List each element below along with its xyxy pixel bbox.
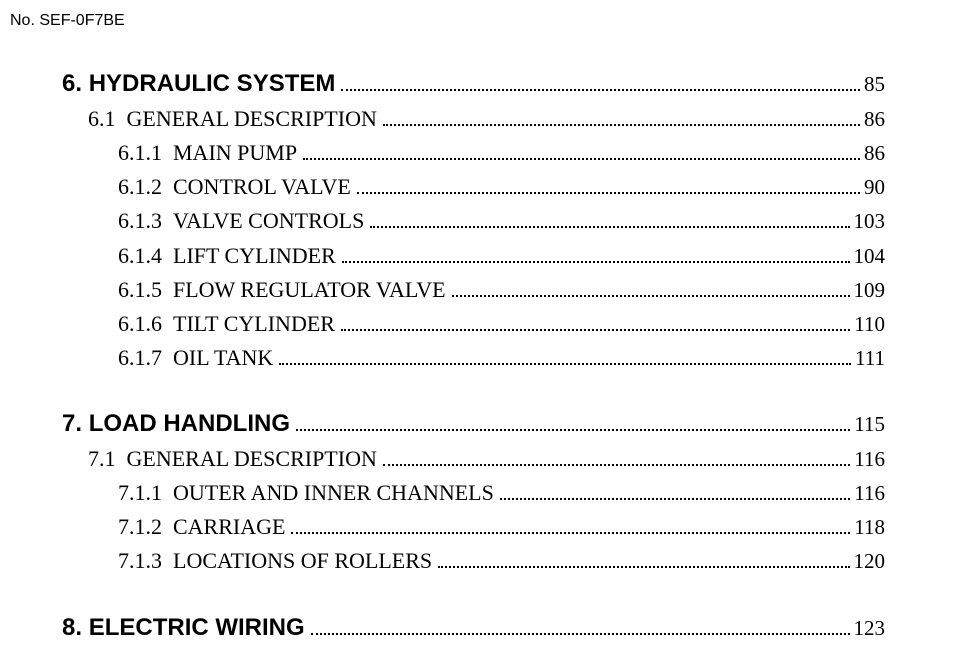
toc-entry: 6.1.1 MAIN PUMP 86 (62, 136, 885, 170)
page-num: 110 (854, 308, 885, 341)
entry-label: TILT CYLINDER (173, 311, 335, 336)
page-num: 120 (854, 545, 886, 578)
entry-label: VALVE CONTROLS (173, 208, 364, 233)
entry-label: GENERAL DESCRIPTION (127, 106, 377, 131)
entry-num: 7.1.2 (118, 514, 162, 539)
page-num: 85 (864, 68, 885, 101)
page-num: 103 (854, 205, 886, 238)
page-num: 86 (864, 137, 885, 170)
entry-num: 6.1.3 (118, 208, 162, 233)
toc-content: 6. HYDRAULIC SYSTEM 85 6.1 GENERAL DESCR… (62, 65, 885, 646)
toc-entry: 7.1.1 OUTER AND INNER CHANNELS 116 (62, 476, 885, 510)
toc-entry: 7.1.2 CARRIAGE 118 (62, 510, 885, 544)
section-title: HYDRAULIC SYSTEM (89, 70, 336, 97)
section-heading-6: 6. HYDRAULIC SYSTEM 85 (62, 65, 885, 102)
toc-entry: 6.1.7 OIL TANK 111 (62, 341, 885, 375)
leader-dots (370, 213, 849, 228)
page-num: 116 (854, 443, 885, 476)
leader-dots (296, 416, 850, 431)
page-num: 90 (864, 171, 885, 204)
section-num: 6. (62, 70, 82, 97)
section-num: 7. (62, 410, 82, 437)
entry-label: OIL TANK (173, 345, 273, 370)
leader-dots (452, 282, 850, 297)
page-num: 123 (854, 612, 886, 645)
entry-num: 6.1.7 (118, 345, 162, 370)
entry-label: OUTER AND INNER CHANNELS (173, 480, 494, 505)
leader-dots (357, 179, 860, 194)
leader-dots (303, 145, 860, 160)
toc-entry: 6.1.6 TILT CYLINDER 110 (62, 307, 885, 341)
leader-dots (383, 451, 850, 466)
leader-dots (341, 76, 860, 91)
doc-number: No. SEF-0F7BE (10, 12, 125, 30)
leader-dots (311, 620, 850, 635)
section-num: 8. (62, 614, 82, 641)
page-num: 118 (854, 511, 885, 544)
entry-num: 6.1 (88, 106, 116, 131)
toc-entry: 6.1.4 LIFT CYLINDER 104 (62, 239, 885, 273)
page-num: 109 (854, 274, 886, 307)
leader-dots (342, 248, 850, 263)
entry-num: 7.1 (88, 446, 116, 471)
page-num: 115 (854, 408, 885, 441)
leader-dots (291, 519, 850, 534)
page-num: 86 (864, 103, 885, 136)
entry-label: GENERAL DESCRIPTION (127, 446, 377, 471)
leader-dots (500, 485, 850, 500)
section-heading-8: 8. ELECTRIC WIRING 123 (62, 609, 885, 646)
toc-entry: 7.1 GENERAL DESCRIPTION 116 (62, 442, 885, 476)
toc-entry: 6.1.3 VALVE CONTROLS 103 (62, 204, 885, 238)
entry-label: FLOW REGULATOR VALVE (173, 277, 446, 302)
leader-dots (438, 553, 849, 568)
entry-num: 7.1.1 (118, 480, 162, 505)
section-heading-7: 7. LOAD HANDLING 115 (62, 405, 885, 442)
leader-dots (279, 350, 851, 365)
entry-num: 6.1.1 (118, 140, 162, 165)
entry-num: 6.1.2 (118, 174, 162, 199)
page-num: 111 (855, 342, 885, 375)
page-num: 104 (854, 240, 886, 273)
entry-label: MAIN PUMP (173, 140, 297, 165)
entry-num: 7.1.3 (118, 548, 162, 573)
entry-label: CARRIAGE (173, 514, 285, 539)
entry-label: LOCATIONS OF ROLLERS (173, 548, 432, 573)
page-num: 116 (854, 477, 885, 510)
entry-num: 6.1.6 (118, 311, 162, 336)
leader-dots (383, 111, 860, 126)
entry-label: LIFT CYLINDER (173, 243, 336, 268)
section-title: LOAD HANDLING (89, 410, 290, 437)
section-title: ELECTRIC WIRING (89, 614, 305, 641)
toc-entry: 6.1.5 FLOW REGULATOR VALVE 109 (62, 273, 885, 307)
entry-label: CONTROL VALVE (173, 174, 351, 199)
toc-entry: 6.1 GENERAL DESCRIPTION 86 (62, 102, 885, 136)
toc-entry: 6.1.2 CONTROL VALVE 90 (62, 170, 885, 204)
entry-num: 6.1.5 (118, 277, 162, 302)
leader-dots (341, 316, 850, 331)
entry-num: 6.1.4 (118, 243, 162, 268)
toc-entry: 7.1.3 LOCATIONS OF ROLLERS 120 (62, 544, 885, 578)
